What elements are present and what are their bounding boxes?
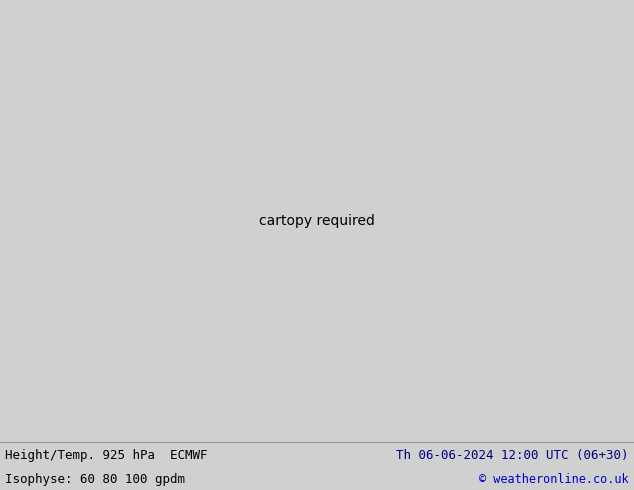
Text: Th 06-06-2024 12:00 UTC (06+30): Th 06-06-2024 12:00 UTC (06+30) [396,449,629,462]
Text: © weatheronline.co.uk: © weatheronline.co.uk [479,473,629,486]
Text: Height/Temp. 925 hPa  ECMWF: Height/Temp. 925 hPa ECMWF [5,449,207,462]
Text: Isophyse: 60 80 100 gpdm: Isophyse: 60 80 100 gpdm [5,473,185,486]
Text: cartopy required: cartopy required [259,214,375,228]
